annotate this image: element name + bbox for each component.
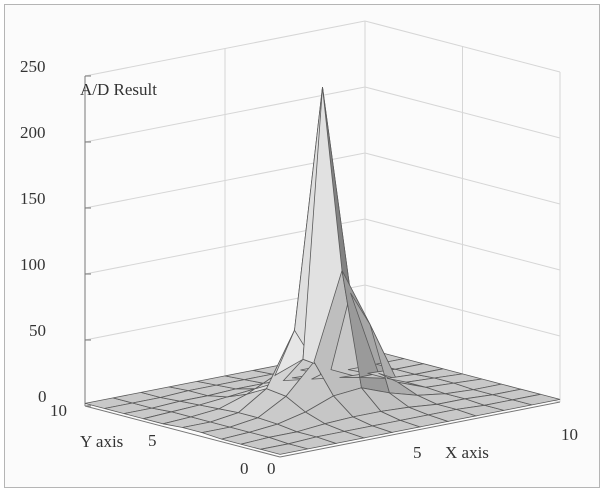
x-axis-title: X axis — [445, 443, 489, 462]
tick-labels: 0 50 100 150 200 250 10 5 0 0 5 10 A/D R… — [20, 57, 578, 478]
z-tick-label: 0 — [38, 387, 47, 406]
z-tick-label: 200 — [20, 123, 46, 142]
surface-patch — [512, 393, 561, 406]
z-tick-label: 250 — [20, 57, 46, 76]
x-tick-label: 10 — [561, 425, 578, 444]
y-tick-label: 0 — [240, 459, 249, 478]
z-tick-label: 100 — [20, 255, 46, 274]
x-axis-line — [279, 401, 561, 458]
z-tick-label: 150 — [20, 189, 46, 208]
axes — [84, 75, 561, 458]
x-tick-label: 0 — [267, 459, 276, 478]
y-tick-label: 5 — [148, 431, 157, 450]
z-axis-title: A/D Result — [80, 80, 157, 99]
y-axis-line — [84, 405, 281, 458]
z-tick-label: 50 — [29, 321, 46, 340]
surface-mesh — [84, 87, 561, 455]
y-tick-label: 10 — [50, 401, 67, 420]
y-axis-title: Y axis — [80, 432, 123, 451]
x-tick-label: 5 — [413, 443, 422, 462]
